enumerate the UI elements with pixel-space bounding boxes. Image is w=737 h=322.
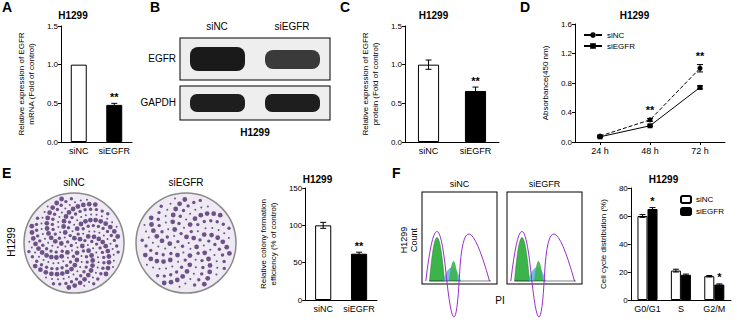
html-text:D: D [520,0,531,15]
svg-text:1.5: 1.5 [47,22,59,31]
svg-text:1.5: 1.5 [391,22,403,31]
html-text:siEGFR: siEGFR [168,177,204,188]
svg-text:H1299: H1299 [303,174,333,185]
html-text:H1299: H1299 [240,127,270,138]
svg-text:G2/M: G2/M [703,304,725,314]
svg-text:**: ** [471,75,480,87]
svg-text:72 h: 72 h [691,146,709,156]
svg-text:protein (Fold of control): protein (Fold of control) [371,42,380,125]
html-text:H1299: H1299 [398,226,409,254]
svg-text:**: ** [355,240,364,252]
svg-text:50: 50 [293,258,302,267]
svg-text:siEGFR: siEGFR [343,304,375,314]
svg-text:siEGFR: siEGFR [696,207,724,216]
svg-text:150: 150 [289,184,303,193]
svg-text:1.2: 1.2 [561,49,573,58]
svg-text:S: S [678,304,684,314]
svg-text:H1299: H1299 [58,10,88,21]
html-text:E: E [2,165,12,181]
svg-text:0.0: 0.0 [561,138,573,147]
svg-text:0.4: 0.4 [561,108,573,117]
html-text:siEGFR: siEGFR [274,21,310,32]
svg-text:60: 60 [619,212,628,221]
svg-text:siNC: siNC [69,146,89,156]
html-text:siNC: siNC [449,179,470,189]
svg-text:H1299: H1299 [649,174,679,185]
html-text:Count: Count [408,228,419,252]
svg-text:1.0: 1.0 [391,60,403,69]
svg-text:H1299: H1299 [620,10,650,21]
svg-text:Relative colony formation: Relative colony formation [259,199,268,289]
svg-text:**: ** [110,91,119,103]
html-text:C: C [340,0,351,15]
svg-text:40: 40 [619,240,628,249]
svg-text:siNC: siNC [419,146,439,156]
svg-text:Cell cycle distribution (%): Cell cycle distribution (%) [599,199,608,289]
svg-text:siNC: siNC [607,31,625,40]
svg-text:efficiency (% of control): efficiency (% of control) [269,202,278,285]
svg-text:0: 0 [623,296,628,305]
svg-text:0.5: 0.5 [391,99,403,108]
html-text:H1299: H1299 [6,227,17,257]
svg-text:Relative expression of EGFR: Relative expression of EGFR [17,32,26,135]
html-text:siEGFR: siEGFR [528,179,561,189]
svg-text:0: 0 [298,296,303,305]
svg-text:100: 100 [289,221,303,230]
svg-text:Relative expression of EGFR: Relative expression of EGFR [361,32,370,135]
html-text:siNC: siNC [206,21,228,32]
svg-text:siEGFR: siEGFR [99,146,131,156]
html-text:B: B [150,0,161,15]
svg-text:**: ** [646,104,655,116]
html-text:GAPDH: GAPDH [140,97,176,108]
svg-text:Absorbance(450 nm): Absorbance(450 nm) [541,45,550,120]
svg-text:1.6: 1.6 [561,20,573,29]
html-text:A: A [2,0,13,15]
svg-text:**: ** [696,50,705,62]
svg-text:G0/G1: G0/G1 [634,304,661,314]
svg-text:48 h: 48 h [641,146,659,156]
svg-text:0.5: 0.5 [47,99,59,108]
html-text:EGFR: EGFR [148,53,176,64]
svg-text:20: 20 [619,268,628,277]
svg-text:0.0: 0.0 [47,138,59,147]
html-text:PI: PI [495,295,505,306]
svg-text:*: * [650,195,655,207]
html-text:F: F [392,165,401,181]
svg-text:siNC: siNC [313,304,333,314]
svg-text:0.8: 0.8 [561,79,573,88]
svg-text:*: * [717,271,722,283]
svg-text:mRNA (Fold of control): mRNA (Fold of control) [27,43,36,125]
svg-text:siEGFR: siEGFR [460,146,492,156]
html-text:siNC: siNC [63,177,85,188]
svg-text:siEGFR: siEGFR [607,42,635,51]
svg-text:H1299: H1299 [419,10,449,21]
svg-text:24 h: 24 h [591,146,609,156]
svg-text:siNC: siNC [696,195,714,204]
svg-text:0.0: 0.0 [391,138,403,147]
svg-text:80: 80 [619,184,628,193]
svg-text:1.0: 1.0 [47,60,59,69]
